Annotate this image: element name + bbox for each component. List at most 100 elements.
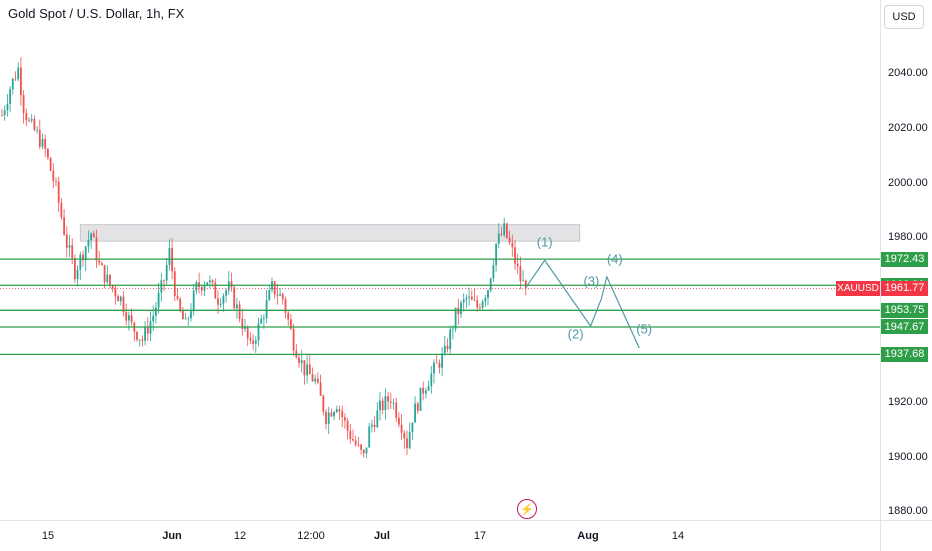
- candle-body: [90, 233, 92, 241]
- price-tick: 1900.00: [888, 450, 928, 463]
- price-tick: 2000.00: [888, 176, 928, 189]
- candle-body: [484, 297, 487, 302]
- candle-body: [519, 266, 522, 282]
- candle-body: [168, 247, 171, 265]
- candle-body: [441, 353, 443, 368]
- candle-body: [14, 78, 17, 80]
- candle-body: [52, 170, 55, 181]
- candle-body: [55, 180, 57, 182]
- candle-body: [489, 278, 492, 291]
- candle-body: [152, 315, 155, 322]
- candle-body: [522, 280, 524, 282]
- candle-body: [246, 326, 249, 339]
- candle-body: [273, 281, 276, 295]
- candle-body: [111, 285, 114, 289]
- currency-button[interactable]: USD: [884, 5, 924, 29]
- candle-body: [349, 430, 352, 440]
- candle-body: [119, 296, 122, 302]
- candle-body: [395, 402, 398, 418]
- time-tick: 15: [41, 530, 55, 542]
- candle-body: [98, 260, 101, 264]
- time-scale[interactable]: [0, 520, 880, 551]
- candle-body: [163, 280, 165, 282]
- candle-body: [60, 202, 63, 218]
- candle-body: [6, 103, 9, 111]
- candle-body: [122, 296, 125, 312]
- price-plot[interactable]: [0, 0, 880, 520]
- candle-body: [344, 417, 346, 421]
- candle-body: [44, 138, 47, 150]
- candle-body: [179, 298, 182, 311]
- candle-body: [206, 282, 209, 286]
- candle-body: [238, 304, 241, 319]
- candle-body: [398, 417, 400, 425]
- candle-body: [263, 318, 265, 320]
- candle-body: [279, 294, 281, 296]
- candle-body: [341, 411, 344, 418]
- candle-body: [195, 282, 198, 291]
- candle-body: [9, 89, 11, 104]
- candle-body: [503, 223, 506, 235]
- candle-body: [311, 374, 314, 382]
- candle-body: [422, 387, 425, 394]
- candle-body: [330, 412, 333, 417]
- candle-body: [276, 294, 279, 296]
- candle-body: [146, 326, 149, 334]
- time-tick: Aug: [577, 530, 599, 542]
- price-tick: 2020.00: [888, 121, 928, 134]
- candle-body: [106, 274, 109, 283]
- candle-body: [446, 345, 449, 350]
- candle-body: [103, 265, 106, 283]
- candle-body: [125, 311, 128, 321]
- candle-body: [184, 318, 187, 320]
- candle-body: [114, 288, 117, 297]
- candle-body: [384, 396, 387, 410]
- candle-body: [381, 400, 384, 410]
- candle-body: [400, 424, 403, 433]
- candle-body: [425, 390, 427, 394]
- candle-body: [306, 364, 308, 376]
- candle-body: [322, 395, 325, 412]
- candle-body: [362, 449, 365, 454]
- replay-lightning-icon[interactable]: ⚡: [517, 499, 537, 519]
- candle-body: [449, 329, 452, 350]
- candle-body: [308, 364, 311, 375]
- level-price-label: 1972.43: [881, 251, 928, 267]
- candle-body: [182, 310, 184, 320]
- candle-body: [338, 409, 341, 412]
- candle-body: [371, 424, 373, 427]
- chart-title: Gold Spot / U.S. Dollar, 1h, FX: [8, 6, 185, 21]
- candle-body: [219, 303, 222, 305]
- candle-body: [74, 258, 76, 280]
- candle-body: [438, 363, 441, 368]
- candle-body: [254, 340, 257, 344]
- candle-body: [357, 444, 360, 446]
- symbol-label: XAUUSD: [836, 280, 880, 296]
- candle-body: [65, 234, 68, 248]
- candle-body: [79, 254, 82, 270]
- candle-body: [109, 274, 111, 286]
- candle-body: [241, 318, 244, 329]
- price-scale[interactable]: [880, 0, 932, 520]
- candle-body: [165, 264, 168, 281]
- candle-body: [376, 410, 379, 428]
- candle-body: [209, 280, 211, 283]
- candle-body: [516, 263, 519, 267]
- candle-body: [76, 269, 79, 280]
- price-tick: 1980.00: [888, 231, 928, 244]
- candle-body: [435, 362, 438, 364]
- candle-body: [460, 302, 462, 315]
- candle-body: [508, 237, 511, 243]
- candle-body: [314, 378, 317, 382]
- candle-body: [214, 282, 217, 299]
- candle-body: [22, 95, 25, 114]
- candle-body: [47, 149, 49, 158]
- candle-body: [427, 386, 430, 391]
- candle-body: [82, 254, 84, 261]
- candle-body: [176, 296, 179, 299]
- candle-body: [233, 287, 236, 309]
- candle-body: [141, 339, 144, 341]
- candle-body: [217, 298, 219, 305]
- candle-body: [230, 281, 233, 288]
